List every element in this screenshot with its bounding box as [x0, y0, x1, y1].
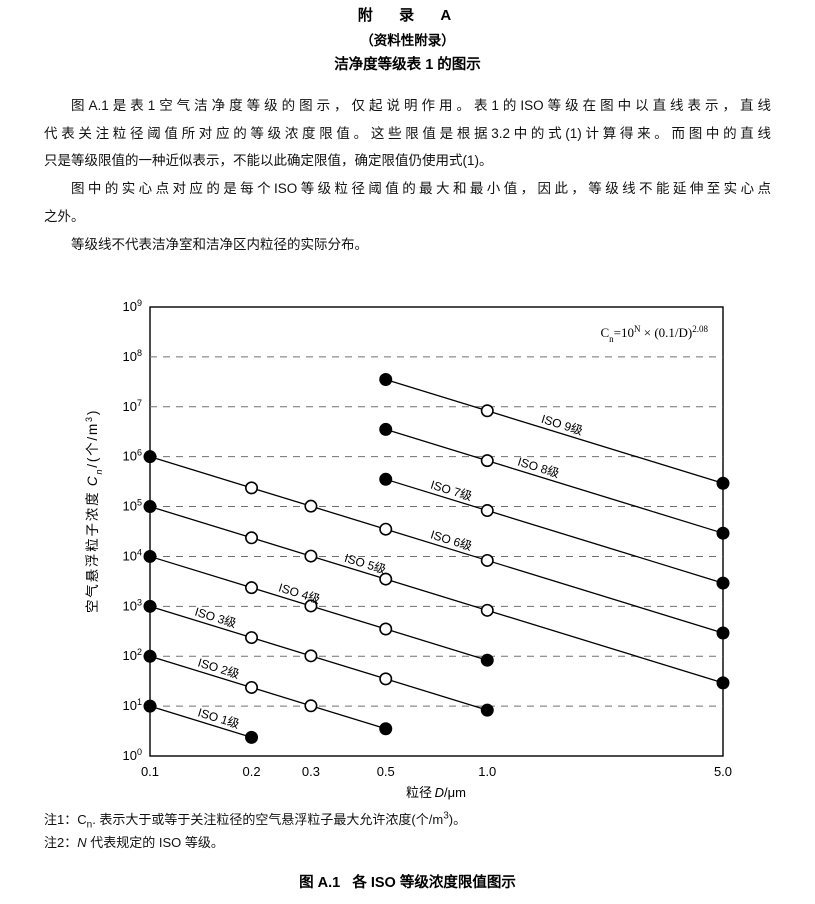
svg-text:103: 103: [123, 597, 142, 613]
svg-text:107: 107: [123, 398, 142, 414]
svg-text:5.0: 5.0: [714, 764, 732, 779]
svg-text:0.1: 0.1: [141, 764, 159, 779]
svg-text:粒径 D/μm: 粒径 D/μm: [406, 785, 466, 800]
svg-text:0.3: 0.3: [302, 764, 320, 779]
svg-text:1.0: 1.0: [478, 764, 496, 779]
svg-text:Cn=10N × (0.1/D)2.08: Cn=10N × (0.1/D)2.08: [600, 324, 708, 344]
svg-text:0.5: 0.5: [377, 764, 395, 779]
svg-text:104: 104: [123, 547, 142, 563]
svg-text:109: 109: [123, 298, 142, 314]
svg-text:空气悬浮粒子浓度 Cn/(个/m3): 空气悬浮粒子浓度 Cn/(个/m3): [84, 409, 104, 613]
svg-text:100: 100: [123, 747, 142, 763]
svg-text:108: 108: [123, 348, 142, 364]
svg-text:102: 102: [123, 647, 142, 663]
svg-text:105: 105: [123, 498, 142, 514]
svg-text:106: 106: [123, 448, 142, 464]
svg-text:101: 101: [123, 697, 142, 713]
svg-text:0.2: 0.2: [242, 764, 260, 779]
